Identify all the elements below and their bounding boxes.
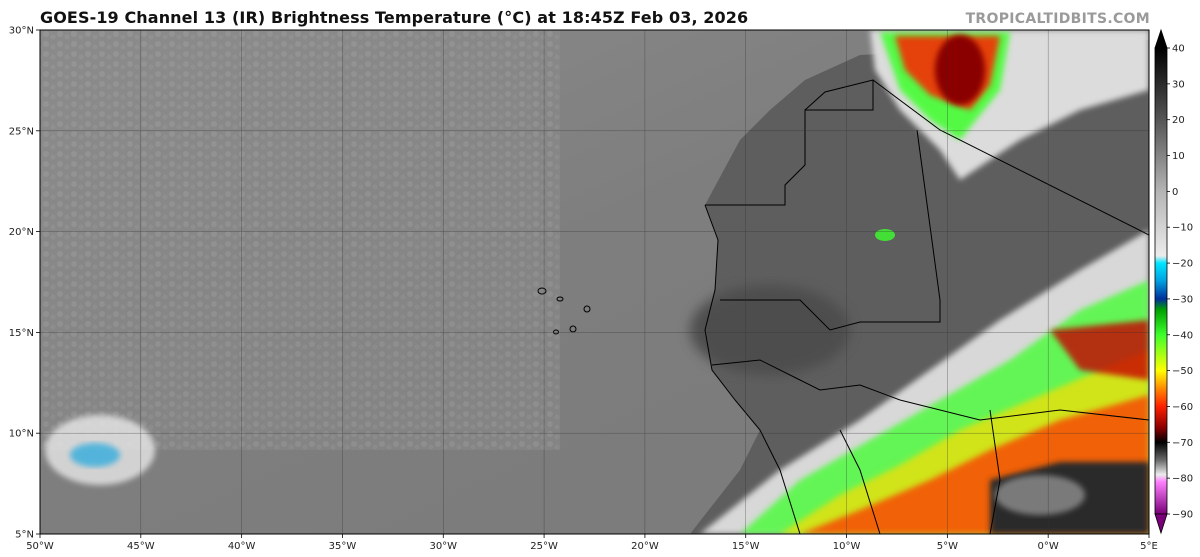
colorbar-tick-label: 0 xyxy=(1172,187,1178,198)
colorbar: 40 30 20 10 0 −10 −20 −30 −40 −50 −60 −70 −80 −90 xyxy=(1154,28,1193,535)
lon-tick-label: 30°W xyxy=(429,541,457,552)
map-axis-ticks: 50°W 45°W 40°W 35°W 30°W 25°W 20°W 15°W 10°W 5°W 0… xyxy=(9,26,1158,553)
colorbar-tick-label: −40 xyxy=(1172,330,1193,341)
colorbar-tick-label: 20 xyxy=(1172,115,1185,126)
site-credit: TROPICALTIDBITS.COM xyxy=(965,11,1150,27)
colorbar-tick-label: 40 xyxy=(1172,44,1185,55)
lon-tick-label: 45°W xyxy=(127,541,155,552)
colorbar-tick-label: 30 xyxy=(1172,79,1185,90)
lat-tick-label: 25°N xyxy=(9,126,34,137)
lon-tick-label: 35°W xyxy=(329,541,357,552)
cape-verde-islands xyxy=(537,287,591,335)
lon-tick-label: 50°W xyxy=(26,541,54,552)
lon-tick-label: 20°W xyxy=(631,541,659,552)
map-frame xyxy=(39,29,1150,535)
lat-tick-label: 15°N xyxy=(9,328,34,339)
colorbar-tick-label: −50 xyxy=(1172,366,1193,377)
colorbar-min-extension xyxy=(1154,513,1168,535)
lon-tick-label: 0°W xyxy=(1038,541,1059,552)
lon-tick-label: 25°W xyxy=(530,541,558,552)
lon-tick-label: 15°W xyxy=(732,541,760,552)
lon-tick-label: 10°W xyxy=(833,541,861,552)
lon-tick-label: 5°W xyxy=(937,541,958,552)
colorbar-tick-label: −70 xyxy=(1172,438,1193,449)
colorbar-tick-label: −30 xyxy=(1172,294,1193,305)
map-title: GOES-19 Channel 13 (IR) Brightness Tempe… xyxy=(40,8,749,27)
colorbar-tick-label: −20 xyxy=(1172,259,1193,270)
colorbar-tick-label: −90 xyxy=(1172,510,1193,521)
colorbar-tick-label: 10 xyxy=(1172,151,1185,162)
colorbar-tick-label: −80 xyxy=(1172,474,1193,485)
colorbar-tick-label: −10 xyxy=(1172,223,1193,234)
colorbar-max-extension xyxy=(1154,28,1168,49)
lat-tick-label: 20°N xyxy=(9,227,34,238)
lat-tick-label: 5°N xyxy=(15,530,34,541)
colorbar-tick-label: −60 xyxy=(1172,402,1193,413)
lon-tick-label: 5°E xyxy=(1140,541,1158,552)
country-borders xyxy=(704,79,1149,534)
colorbar-bar xyxy=(1154,47,1168,515)
lon-tick-label: 40°W xyxy=(228,541,256,552)
ir-imagery xyxy=(40,30,1149,534)
lat-tick-label: 30°N xyxy=(9,26,34,37)
lat-tick-label: 10°N xyxy=(9,429,34,440)
